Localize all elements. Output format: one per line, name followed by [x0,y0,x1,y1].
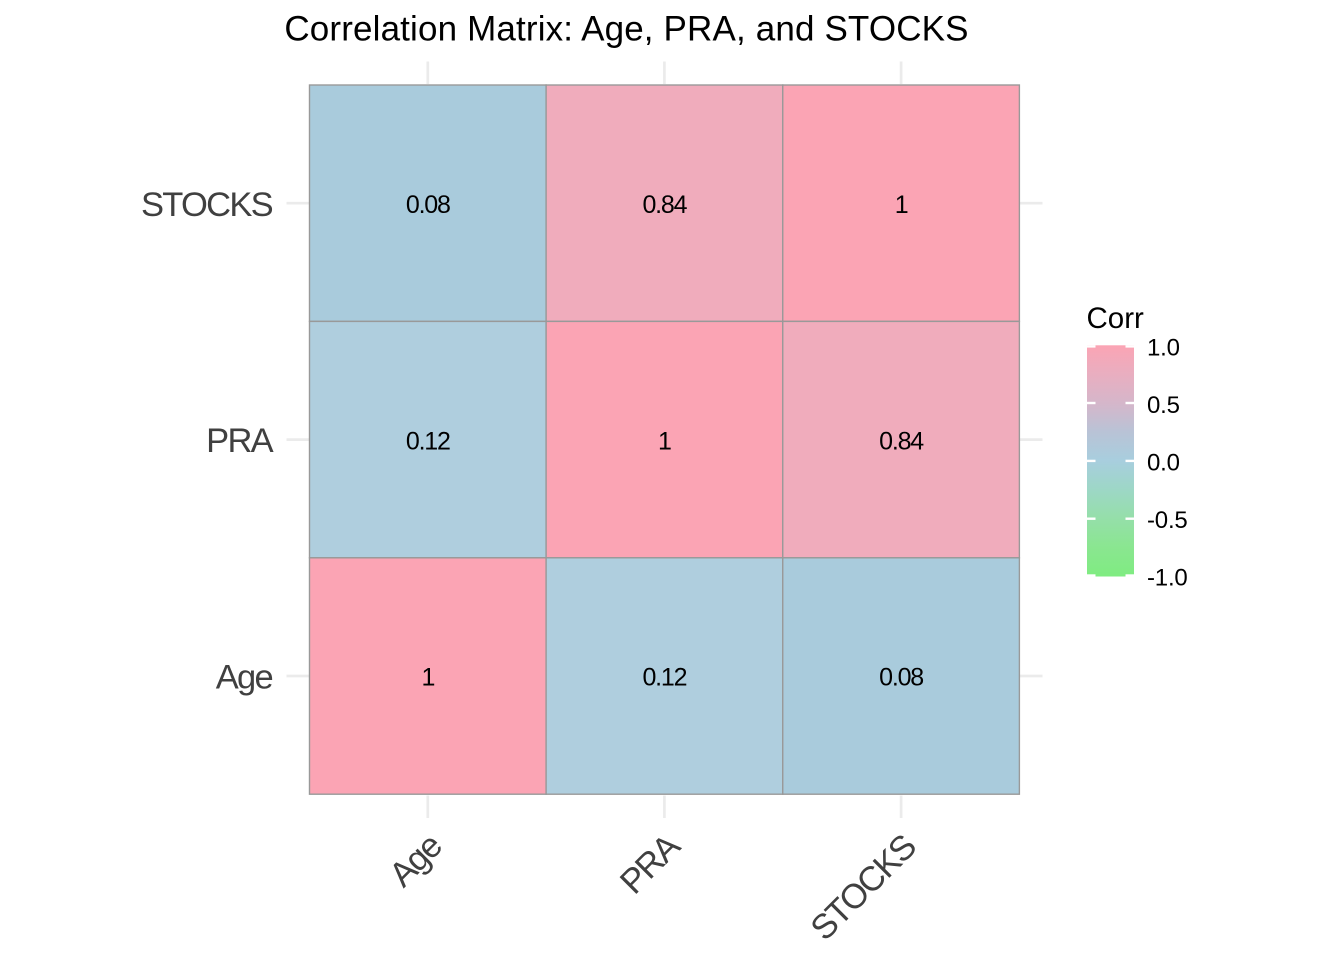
svg-text:0.12: 0.12 [406,427,450,455]
svg-text:0.08: 0.08 [879,664,923,692]
svg-text:0.5: 0.5 [1147,392,1180,419]
svg-text:1.0: 1.0 [1147,335,1180,362]
svg-text:1: 1 [895,191,908,219]
svg-text:PRA: PRA [206,422,274,460]
svg-text:1: 1 [658,427,671,455]
svg-text:-0.5: -0.5 [1147,507,1188,534]
svg-text:Correlation Matrix: Age, PRA,: Correlation Matrix: Age, PRA, and STOCKS [284,10,968,49]
svg-text:1: 1 [421,664,434,692]
svg-text:0.84: 0.84 [879,427,924,455]
svg-text:0.12: 0.12 [642,664,686,692]
svg-text:0.84: 0.84 [642,191,687,219]
svg-text:Corr: Corr [1087,302,1145,335]
svg-text:0.0: 0.0 [1147,450,1180,477]
svg-text:STOCKS: STOCKS [141,186,273,224]
svg-text:Age: Age [216,659,273,697]
svg-text:-1.0: -1.0 [1147,564,1188,591]
svg-text:0.08: 0.08 [406,191,450,219]
